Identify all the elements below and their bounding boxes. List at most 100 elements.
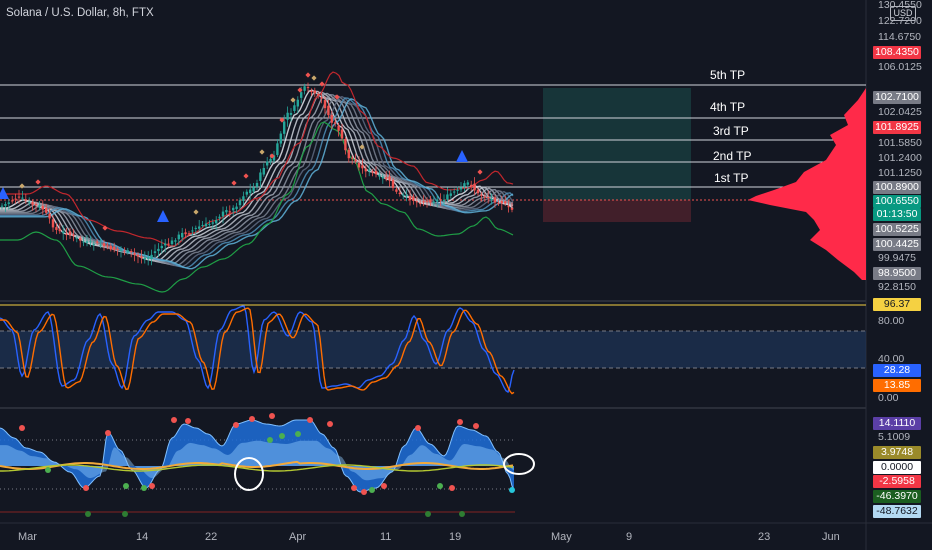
momentum-dot (233, 422, 239, 428)
candle-body (425, 200, 429, 202)
candle-body (504, 201, 507, 204)
momentum-badge-2: 3.9748 (873, 446, 921, 459)
candle-body (419, 203, 422, 205)
date-tick: Apr (289, 531, 307, 543)
candle-body (7, 202, 10, 204)
candle-body (279, 133, 282, 144)
ema-line-3 (0, 91, 514, 263)
currency-button[interactable]: USD (890, 6, 916, 21)
candle-body (405, 195, 408, 197)
candle-body (65, 233, 68, 235)
candle-body (55, 227, 58, 230)
candle-body (45, 208, 48, 213)
diamond-marker (359, 144, 365, 150)
price-badge-entry: 100.5225 (873, 223, 921, 236)
candles[interactable] (0, 82, 514, 266)
candle-body (351, 157, 354, 159)
annotation-circle-2[interactable] (503, 453, 535, 475)
momentum-signal-line-2 (0, 464, 514, 472)
stochastic-pane[interactable] (0, 304, 866, 395)
candle-body (198, 226, 201, 229)
diamond-marker (193, 209, 199, 215)
candle-body (89, 241, 92, 243)
candle-body (354, 159, 357, 162)
candle-body (38, 205, 41, 208)
candle-body (34, 203, 38, 206)
candle-body (14, 198, 17, 200)
symbol-title[interactable]: Solana / U.S. Dollar, 8h, FTX (6, 7, 154, 19)
candle-body (140, 256, 143, 259)
momentum-dot (457, 419, 463, 425)
candle-body (480, 194, 483, 196)
annotation-circle-1[interactable] (234, 457, 264, 491)
candle-body (164, 243, 167, 246)
osc-tick: 40.00 (878, 353, 905, 365)
momentum-dot (149, 483, 155, 489)
candle-body (255, 182, 259, 187)
price-tick: 114.6750 (878, 31, 922, 43)
diamond-marker (259, 149, 265, 155)
candle-body (75, 237, 78, 239)
momentum-dot (105, 430, 111, 436)
candle-body (211, 222, 214, 224)
signal-markers (0, 72, 483, 231)
buy-signal-triangle (0, 187, 9, 199)
diamond-marker (231, 180, 237, 186)
candle-body (41, 205, 44, 210)
candle-body (228, 211, 231, 213)
osc-tick: 80.00 (878, 315, 905, 327)
candle-body (463, 183, 466, 187)
long-position-target-zone (543, 88, 691, 200)
date-tick: Jun (822, 531, 840, 543)
momentum-dot (509, 487, 515, 493)
candle-body (153, 251, 157, 253)
candle-body (449, 193, 452, 196)
date-tick: May (551, 531, 572, 543)
price-pane[interactable] (0, 71, 866, 293)
candle-body (439, 199, 442, 201)
candle-body (442, 199, 446, 201)
stochastic-k-line (0, 305, 515, 394)
momentum-dot (122, 511, 128, 517)
candle-body (204, 223, 208, 227)
momentum-dot (295, 431, 301, 437)
candle-body (245, 191, 248, 195)
candle-body (143, 257, 146, 260)
momentum-badge-1: 14.1110 (873, 417, 921, 430)
candle-body (334, 122, 337, 124)
candle-body (79, 238, 82, 241)
price-tick: 102.0425 (878, 106, 922, 118)
price-badge-tp1: 100.8900 (873, 181, 921, 194)
candle-body (62, 231, 65, 234)
candle-body (470, 184, 473, 187)
candle-body (371, 171, 374, 173)
candle-body (157, 248, 160, 252)
momentum-dot (449, 485, 455, 491)
candle-body (361, 165, 364, 169)
candle-body (0, 205, 4, 207)
momentum-pane[interactable] (0, 413, 535, 517)
buy-signal-triangle (456, 150, 468, 162)
candle-body (187, 233, 191, 235)
candle-body (296, 99, 299, 107)
candle-body (344, 138, 347, 151)
candle-body (446, 194, 449, 200)
diamond-marker (102, 225, 108, 231)
candle-body (96, 241, 99, 243)
candle-body (116, 248, 119, 250)
date-tick: 23 (758, 531, 771, 543)
ema-line-6 (0, 94, 514, 267)
candle-body (402, 194, 405, 196)
candle-body (31, 202, 34, 205)
candle-body (119, 249, 123, 251)
momentum-dot (19, 425, 25, 431)
candle-body (473, 183, 476, 191)
tp-label-2: 2nd TP (713, 149, 752, 163)
osc-tick: 0.00 (878, 392, 899, 404)
candle-body (510, 208, 514, 210)
moving-average-red (0, 71, 514, 247)
price-badge-tp4: 102.7100 (873, 91, 921, 104)
candle-body (388, 176, 391, 181)
volume-profile (748, 88, 866, 280)
